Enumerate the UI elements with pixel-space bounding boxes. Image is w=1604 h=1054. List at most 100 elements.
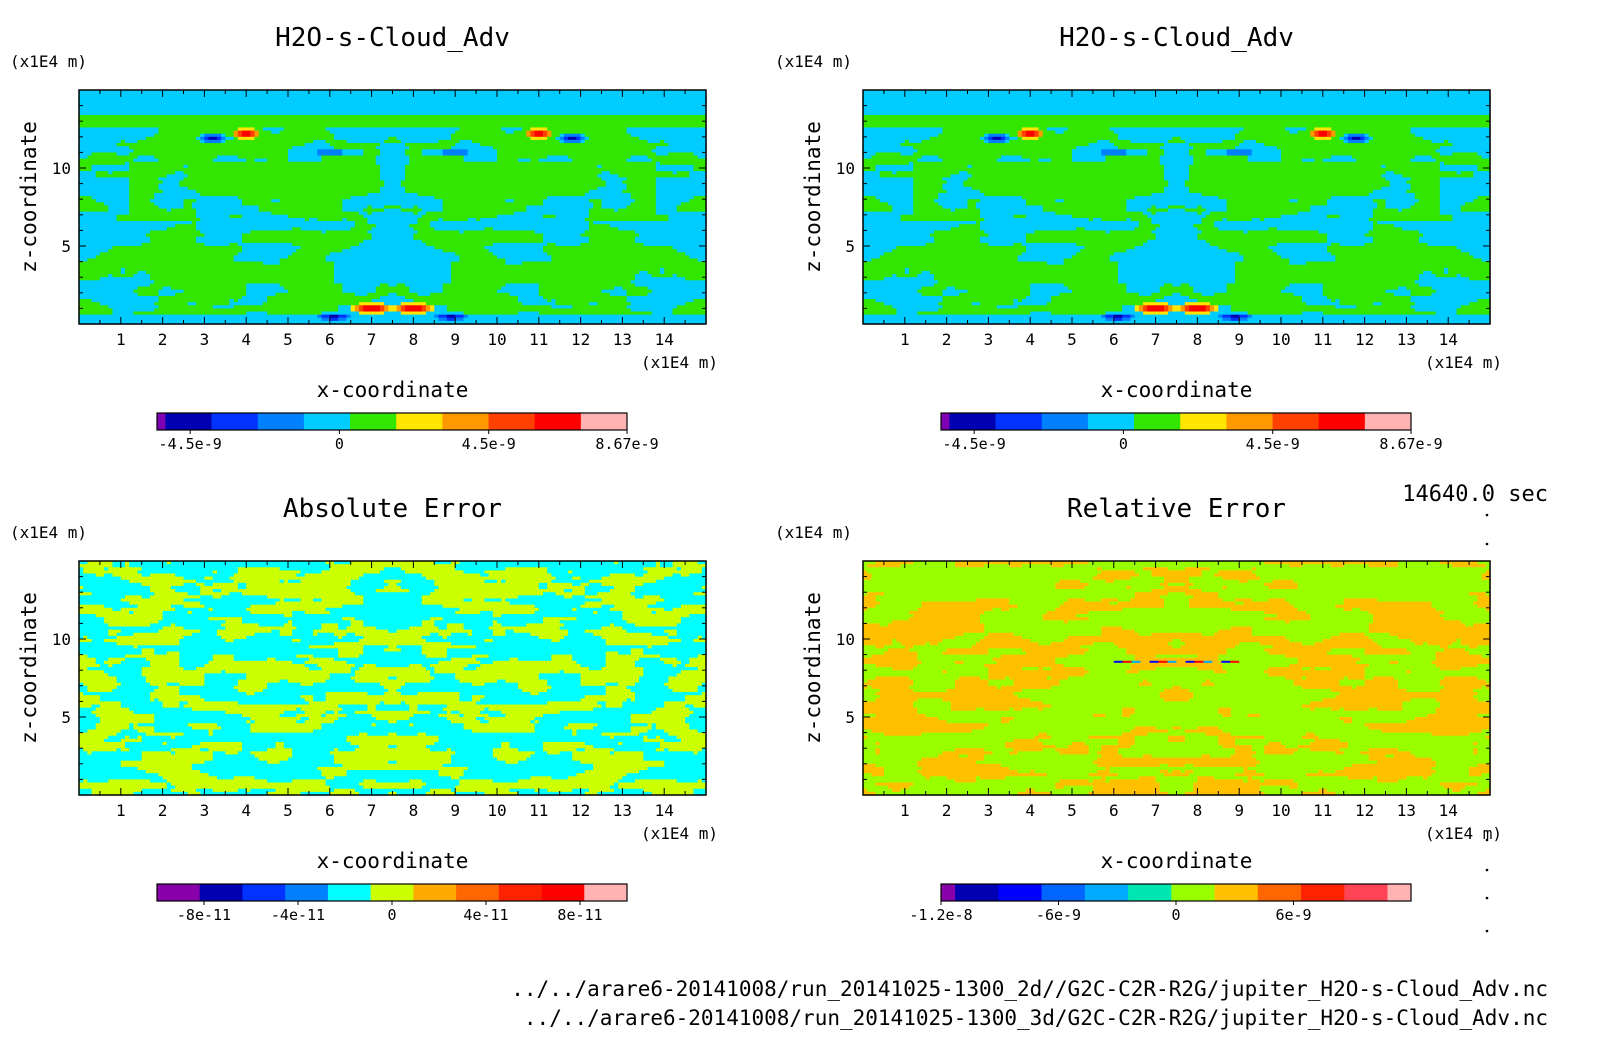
heatmap-cell [183,582,197,587]
heatmap-cell [1418,230,1491,235]
heatmap-cell [921,660,956,665]
heatmap-cell [267,760,281,765]
heatmap-cell [191,766,318,771]
heatmap-cell [1406,189,1441,194]
heatmap-cell [359,211,369,216]
heatmap-cell [79,161,126,166]
heatmap-cell [601,576,665,581]
heatmap-cell [79,121,707,125]
heatmap-cell [1352,654,1437,659]
heatmap-cell [938,192,985,197]
heatmap-cell [79,186,130,191]
heatmap-cell [1460,205,1491,210]
heatmap-cell [1101,152,1127,157]
y-tick-label: 5 [61,237,71,256]
heatmap-cell [1297,607,1345,612]
heatmap-cell [430,221,590,225]
heatmap-cell [129,208,168,213]
heatmap-cell [576,136,582,141]
heatmap-cell [971,302,981,306]
heatmap-cell [618,208,657,213]
heatmap-cell [296,720,306,724]
heatmap-cell [1009,139,1098,144]
heatmap-cell [1460,208,1491,213]
heatmap-cell [921,604,1019,609]
heatmap-cell [693,788,707,793]
heatmap-cell [1021,196,1136,200]
heatmap-cell [601,667,644,671]
heatmap-cell [350,589,377,593]
heatmap-cell [647,270,661,275]
heatmap-cell [375,704,410,709]
heatmap-cell [492,748,519,752]
heatmap-cell [1356,158,1412,163]
heatmap-cell [954,561,1090,565]
heatmap-cell [200,139,205,144]
heatmap-cell [333,788,356,793]
heatmap-cell [267,295,381,300]
heatmap-cell [79,149,134,153]
heatmap-cell [863,726,985,731]
heatmap-cell [547,252,686,256]
heatmap-cell [1251,626,1370,631]
heatmap-cell [237,252,293,256]
heatmap-cell [547,196,632,200]
heatmap-cell [1140,660,1150,663]
heatmap-cell [1189,283,1228,288]
heatmap-cell [1105,579,1115,584]
heatmap-cell [91,710,134,715]
heatmap-cell [158,289,185,294]
heatmap-cell [79,660,97,665]
heatmap-cell [863,143,902,147]
heatmap-cell [1326,133,1332,138]
heatmap-cell [91,299,160,303]
heatmap-cell [321,158,377,163]
heatmap-cell [225,133,235,138]
heatmap-cell [651,791,695,796]
heatmap-cell [451,264,707,269]
heatmap-cell [129,164,185,169]
heatmap-cell [1021,127,1040,132]
heatmap-cell [409,704,419,709]
x-tick-label: 8 [1193,330,1203,349]
heatmap-cell [1331,707,1341,712]
heatmap-cell [1168,735,1186,740]
heatmap-cell [342,208,364,213]
heatmap-cell [1117,136,1173,141]
heatmap-cell [459,230,465,235]
heatmap-cell [471,654,490,659]
heatmap-cell [634,277,686,281]
heatmap-cell [1368,707,1378,712]
heatmap-cell [1076,146,1119,150]
heatmap-cell [79,704,93,709]
heatmap-cell [555,302,590,306]
heatmap-cell [1159,158,1194,163]
heatmap-cell [354,224,377,228]
heatmap-cell [145,770,201,774]
heatmap-cell [1301,667,1311,671]
heatmap-cell [442,617,544,621]
heatmap-cell [1456,311,1491,316]
heatmap-cell [338,648,364,653]
heatmap-cell [1235,280,1416,285]
heatmap-cell [913,161,1161,166]
heatmap-cell [438,632,452,637]
heatmap-cell [179,701,189,706]
heatmap-cell [154,648,339,653]
heatmap-cell [405,570,465,575]
heatmap-cell [242,199,272,203]
heatmap-cell [651,723,657,727]
colorbar-segment [1318,413,1366,430]
heatmap-cell [1214,221,1374,225]
heatmap-cell [108,208,130,213]
heatmap-cell [191,632,218,637]
heatmap-cell [79,270,122,275]
heatmap-cell [208,729,214,734]
heatmap-cell [1097,770,1111,774]
heatmap-cell [451,280,632,285]
heatmap-cell [1444,610,1491,615]
heatmap-cell [212,788,239,793]
heatmap-cell [170,751,176,756]
heatmap-cell [1306,773,1433,777]
heatmap-cell [346,735,440,740]
